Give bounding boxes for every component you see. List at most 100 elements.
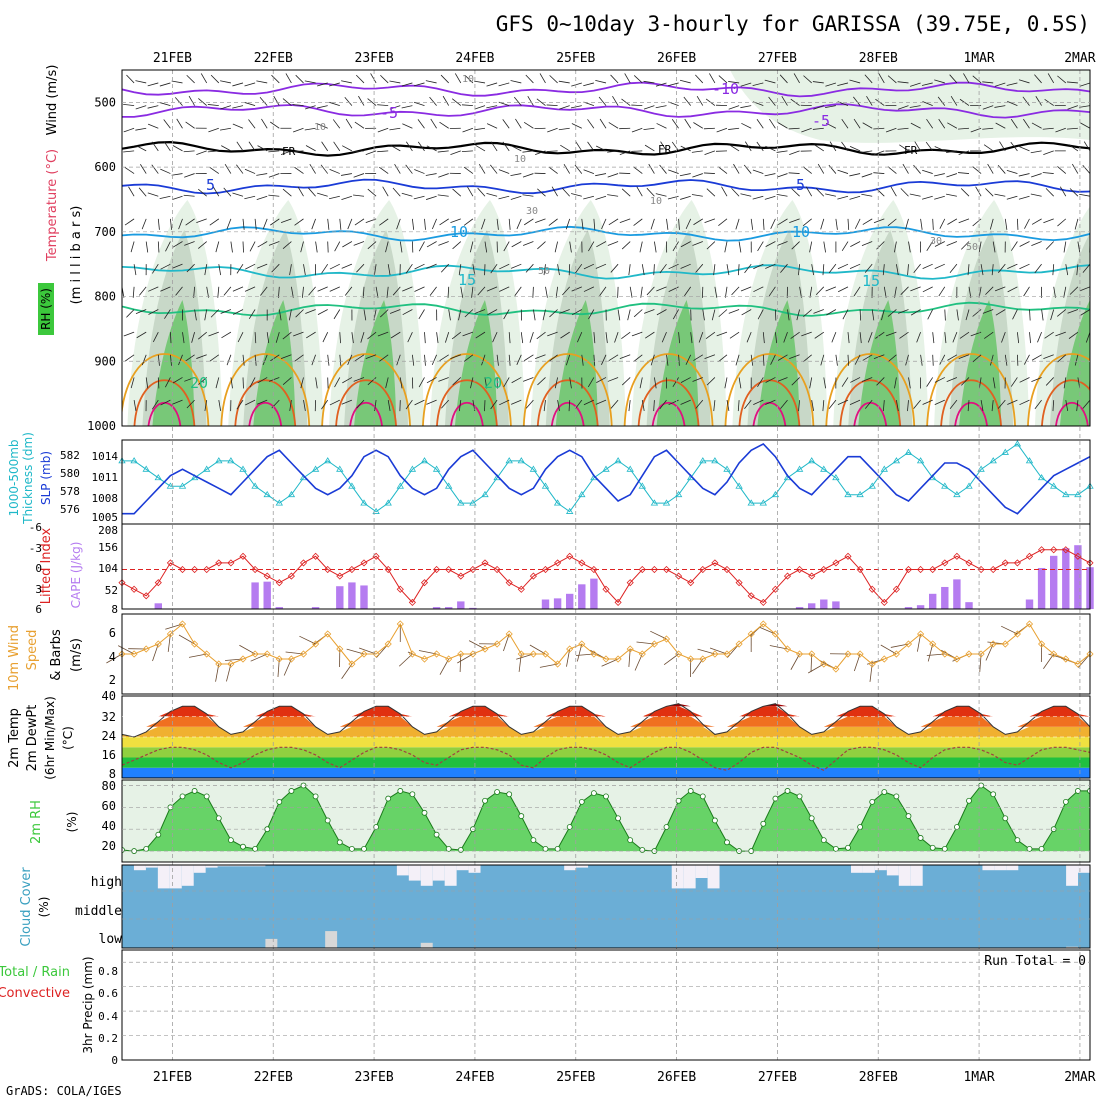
wind-barb [280, 150, 292, 156]
wind-barb [713, 264, 716, 276]
rh-shade [555, 300, 598, 426]
cloud-high-bar [695, 865, 708, 878]
wind-barb [811, 400, 815, 412]
wind-barb [837, 263, 849, 270]
wind-barb [1012, 309, 1018, 320]
wind-barb [525, 74, 534, 84]
wind-barb [1045, 188, 1054, 197]
wind-barb [487, 309, 498, 316]
thickness-point [239, 465, 247, 472]
wind-barb [245, 399, 256, 406]
wind-barb [135, 309, 147, 314]
precip-tick: 0.2 [98, 1032, 118, 1045]
wind-barb [511, 377, 522, 384]
wind-barb [539, 73, 546, 84]
wind-barb [148, 309, 159, 315]
wind-barb [232, 192, 244, 197]
wind-barb [823, 377, 827, 389]
precip-tick: 0.4 [98, 1010, 118, 1023]
thickness-point [723, 465, 731, 472]
lifted-index-point [433, 565, 441, 574]
wind-barb [269, 354, 280, 362]
lifted-index-point [699, 565, 707, 574]
cloud-level-low: low [99, 932, 123, 947]
wind-barb [581, 218, 584, 230]
wind-barb [210, 309, 220, 318]
wind10m-barb [468, 640, 486, 650]
wind-barb [1079, 82, 1090, 87]
wind-barb [511, 241, 522, 248]
thickness-point [396, 482, 405, 489]
cloud-high-bar [994, 865, 1007, 871]
wind-barb [399, 377, 403, 389]
wind-barb [695, 399, 704, 409]
wind10m-point [820, 660, 828, 668]
wind-barb [926, 377, 934, 387]
wind-barb [666, 218, 669, 230]
thickness-point [662, 499, 671, 506]
wind-barb [1029, 332, 1031, 344]
wind-barb [549, 75, 558, 84]
wind-barb [321, 141, 329, 152]
wind-barb [765, 145, 776, 152]
wind-barb [160, 168, 171, 174]
wind10m-point [1050, 650, 1058, 658]
lifted-index-point [263, 572, 271, 580]
wind-barb [820, 218, 825, 230]
rh2m-point [1062, 798, 1069, 805]
rh-shade [959, 300, 1002, 426]
wind10m-point [965, 650, 973, 658]
wind-barb [304, 80, 316, 84]
wind10m-speed-line [122, 622, 1091, 670]
wind10m-point [614, 655, 622, 663]
rh2m-point [276, 798, 283, 805]
wind-barb [502, 141, 510, 152]
wind-barb [198, 241, 207, 249]
wind-barb [738, 377, 742, 389]
lifted-index-point [808, 572, 816, 580]
wind-barb [1010, 141, 1018, 152]
temp-line [121, 703, 1091, 738]
wind-barb [796, 309, 800, 321]
wind-barb [607, 377, 619, 382]
lifted-index-line [121, 549, 1091, 604]
wind-barb [1031, 377, 1042, 382]
isotherm-35 [651, 401, 686, 426]
wind-barb [462, 127, 474, 133]
wind-barb [607, 194, 619, 197]
wind-barb [294, 218, 304, 226]
ylabel-wind10m-3: & Barbs [49, 629, 64, 681]
rh2m-point [954, 824, 960, 830]
wind-barb [978, 241, 982, 253]
cloud-high-bar [229, 865, 242, 867]
wind-barb [218, 264, 222, 276]
wind-barb [621, 377, 631, 386]
wind10m-point [287, 655, 295, 663]
wind-barb [837, 195, 849, 200]
thickness-point [1013, 440, 1022, 447]
cloud-high-bar [910, 865, 923, 886]
wind-barb [650, 354, 655, 366]
wind-barb [424, 218, 426, 230]
wind-barb [515, 118, 522, 129]
wind-barb [753, 286, 764, 293]
wind-barb [405, 399, 413, 410]
cloud-high-bar [432, 865, 445, 881]
wind-barb [458, 309, 462, 321]
lifted-index-point [215, 559, 223, 567]
wind-barb [861, 241, 873, 246]
wind-barb [367, 331, 377, 340]
wind-barb [353, 241, 365, 246]
lifted-index-point [481, 559, 489, 567]
wind-barb [562, 286, 570, 296]
lifted-index-point [541, 565, 550, 574]
wind-barb [731, 286, 740, 296]
wind-barb [537, 188, 546, 197]
rh2m-point [591, 790, 597, 797]
wind10m-point [191, 640, 199, 648]
wind-barb [502, 119, 510, 129]
wind-barb [757, 377, 764, 387]
slp-tick: 1014 [92, 450, 119, 463]
wind-barb [764, 79, 776, 84]
wind-barb [256, 173, 268, 176]
